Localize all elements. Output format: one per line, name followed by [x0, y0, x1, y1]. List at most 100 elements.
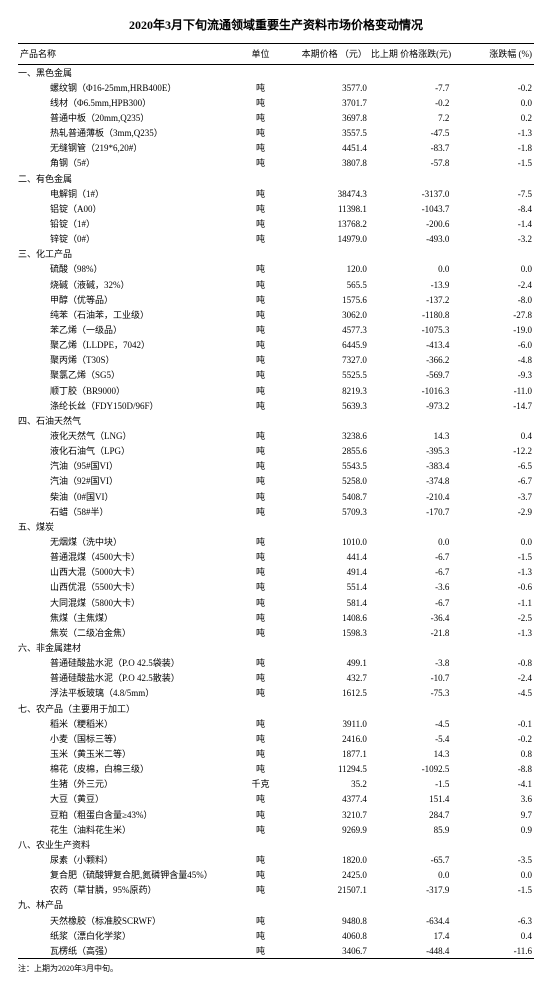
category-label: 四、石油天然气 [18, 413, 235, 428]
category-row: 六、非金属建材 [18, 640, 534, 655]
cell-diff: 151.4 [369, 792, 452, 807]
cell-pct: -19.0 [451, 323, 534, 338]
cell-diff: -413.4 [369, 338, 452, 353]
table-row: 山西大混（5000大卡）吨491.4-6.7-1.3 [18, 565, 534, 580]
cell-unit: 吨 [235, 913, 287, 928]
cell-diff: -6.7 [369, 565, 452, 580]
cell-name: 电解铜（1#） [18, 186, 235, 201]
cell-unit: 吨 [235, 852, 287, 867]
cell-pct: -1.5 [451, 883, 534, 898]
cell-name: 柴油（0#国VI） [18, 489, 235, 504]
table-row: 液化石油气（LPG）吨2855.6-395.3-12.2 [18, 444, 534, 459]
table-row: 普通混煤（4500大卡）吨441.4-6.7-1.5 [18, 550, 534, 565]
table-row: 无缝钢管（219*6,20#）吨4451.4-83.7-1.8 [18, 141, 534, 156]
cell-price: 5408.7 [286, 489, 369, 504]
cell-diff: -366.2 [369, 353, 452, 368]
cell-diff: -973.2 [369, 398, 452, 413]
cell-pct: -3.7 [451, 489, 534, 504]
cell-name: 花生（油料花生米） [18, 822, 235, 837]
cell-price: 499.1 [286, 656, 369, 671]
cell-name: 热轧普通薄板（3mm,Q235） [18, 126, 235, 141]
cell-pct: 3.6 [451, 792, 534, 807]
cell-unit: 吨 [235, 398, 287, 413]
cell-unit: 吨 [235, 792, 287, 807]
cell-price: 5258.0 [286, 474, 369, 489]
cell-price: 4060.8 [286, 928, 369, 943]
cell-pct: -3.5 [451, 852, 534, 867]
cell-price: 21507.1 [286, 883, 369, 898]
cell-price: 581.4 [286, 595, 369, 610]
cell-price: 3697.8 [286, 111, 369, 126]
cell-pct: 0.2 [451, 111, 534, 126]
cell-name: 纯苯（石油苯，工业级） [18, 307, 235, 322]
cell-name: 涤纶长丝（FDY150D/96F） [18, 398, 235, 413]
cell-unit: 吨 [235, 656, 287, 671]
cell-diff: -10.7 [369, 671, 452, 686]
cell-name: 角钢（5#） [18, 156, 235, 171]
cell-unit: 吨 [235, 504, 287, 519]
cell-diff: -36.4 [369, 610, 452, 625]
cell-pct: -9.3 [451, 368, 534, 383]
table-row: 生猪（外三元）千克35.2-1.5-4.1 [18, 777, 534, 792]
cell-pct: -12.2 [451, 444, 534, 459]
cell-diff: -1.5 [369, 777, 452, 792]
cell-diff: -317.9 [369, 883, 452, 898]
cell-name: 稻米（粳稻米） [18, 716, 235, 731]
cell-pct: -11.0 [451, 383, 534, 398]
cell-unit: 吨 [235, 156, 287, 171]
cell-price: 5639.3 [286, 398, 369, 413]
cell-unit: 吨 [235, 883, 287, 898]
cell-price: 6445.9 [286, 338, 369, 353]
cell-diff: -1016.3 [369, 383, 452, 398]
col-unit-header: 单位 [235, 44, 287, 65]
cell-diff: 85.9 [369, 822, 452, 837]
cell-price: 3911.0 [286, 716, 369, 731]
cell-name: 无烟煤（洗中块） [18, 535, 235, 550]
cell-pct: 0.0 [451, 262, 534, 277]
cell-diff: 0.0 [369, 262, 452, 277]
cell-unit: 吨 [235, 716, 287, 731]
cell-diff: -374.8 [369, 474, 452, 489]
cell-price: 3210.7 [286, 807, 369, 822]
category-row: 七、农产品（主要用于加工） [18, 701, 534, 716]
cell-unit: 吨 [235, 822, 287, 837]
cell-diff: -3137.0 [369, 186, 452, 201]
cell-diff: -7.7 [369, 80, 452, 95]
cell-diff: -395.3 [369, 444, 452, 459]
table-row: 苯乙烯（一级品）吨4577.3-1075.3-19.0 [18, 323, 534, 338]
cell-name: 焦炭（二级冶金焦） [18, 625, 235, 640]
cell-diff: -5.4 [369, 731, 452, 746]
cell-name: 豆粕（粗蛋白含量≥43%） [18, 807, 235, 822]
table-row: 聚氯乙烯（SG5）吨5525.5-569.7-9.3 [18, 368, 534, 383]
cell-price: 7327.0 [286, 353, 369, 368]
cell-unit: 吨 [235, 595, 287, 610]
cell-unit: 吨 [235, 353, 287, 368]
table-row: 大豆（黄豆）吨4377.4151.43.6 [18, 792, 534, 807]
cell-diff: -634.4 [369, 913, 452, 928]
cell-pct: 9.7 [451, 807, 534, 822]
cell-unit: 吨 [235, 95, 287, 110]
cell-unit: 吨 [235, 868, 287, 883]
cell-pct: -1.4 [451, 217, 534, 232]
table-row: 复合肥（硫酸钾复合肥,氮磷钾含量45%）吨2425.00.00.0 [18, 868, 534, 883]
cell-price: 3701.7 [286, 95, 369, 110]
table-row: 锌锭（0#）吨14979.0-493.0-3.2 [18, 232, 534, 247]
cell-price: 120.0 [286, 262, 369, 277]
category-row: 四、石油天然气 [18, 413, 534, 428]
cell-name: 汽油（92#国VI） [18, 474, 235, 489]
cell-unit: 吨 [235, 610, 287, 625]
cell-diff: -6.7 [369, 595, 452, 610]
category-row: 二、有色金属 [18, 171, 534, 186]
table-row: 尿素（小颗料）吨1820.0-65.7-3.5 [18, 852, 534, 867]
cell-diff: -3.8 [369, 656, 452, 671]
cell-diff: -83.7 [369, 141, 452, 156]
cell-unit: 吨 [235, 383, 287, 398]
table-row: 硫酸（98%）吨120.00.00.0 [18, 262, 534, 277]
cell-price: 8219.3 [286, 383, 369, 398]
cell-diff: -57.8 [369, 156, 452, 171]
cell-name: 复合肥（硫酸钾复合肥,氮磷钾含量45%） [18, 868, 235, 883]
cell-pct: -6.0 [451, 338, 534, 353]
table-row: 铅锭（1#）吨13768.2-200.6-1.4 [18, 217, 534, 232]
cell-diff: 14.3 [369, 429, 452, 444]
cell-name: 大豆（黄豆） [18, 792, 235, 807]
